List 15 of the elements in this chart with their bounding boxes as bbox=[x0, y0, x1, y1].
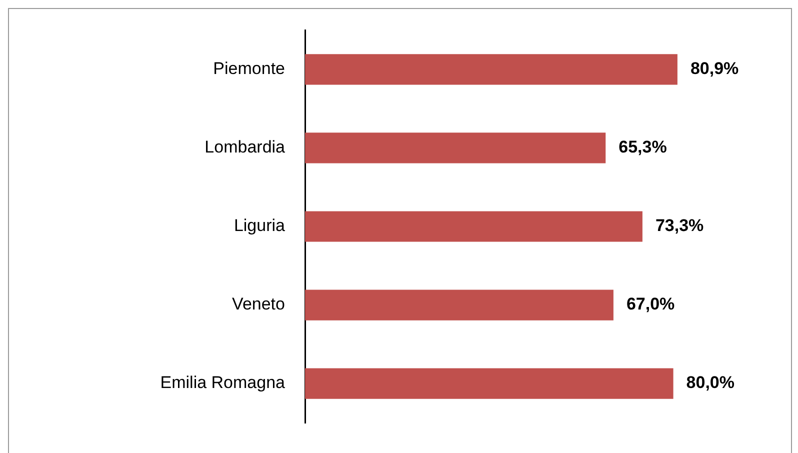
data-label: 73,3% bbox=[655, 216, 704, 236]
bar bbox=[305, 211, 642, 242]
y-tick-label: Liguria bbox=[234, 216, 286, 236]
data-label: 80,0% bbox=[686, 373, 734, 392]
bar bbox=[305, 290, 614, 320]
bar bbox=[305, 54, 678, 85]
data-label: 65,3% bbox=[618, 138, 667, 157]
data-label: 67,0% bbox=[626, 294, 675, 314]
bar bbox=[305, 132, 606, 164]
bar bbox=[305, 368, 674, 399]
y-tick-label: Piemonte bbox=[213, 59, 285, 78]
data-label: 80,9% bbox=[690, 59, 739, 78]
y-tick-label: Emilia Romagna bbox=[160, 373, 286, 392]
y-tick-label: Veneto bbox=[232, 294, 285, 314]
y-tick-label: Lombardia bbox=[204, 138, 286, 157]
